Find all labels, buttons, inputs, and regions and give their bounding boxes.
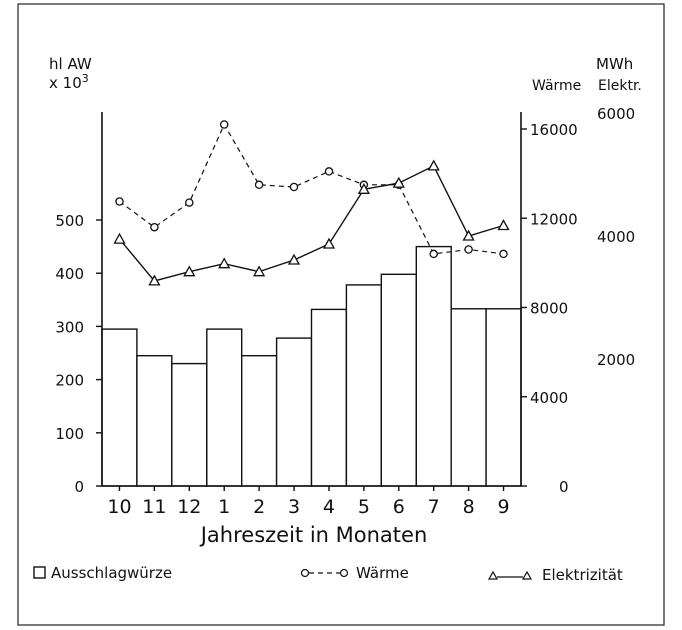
legend-bar-label: Ausschlagwürze xyxy=(51,564,172,582)
waerme-point-10 xyxy=(115,197,124,206)
elektr-point-11 xyxy=(148,274,161,286)
bar-7 xyxy=(415,245,452,487)
x-tick-label-7: 7 xyxy=(428,496,440,518)
waerme-tick-label-12000: 12000 xyxy=(530,210,578,228)
x-tick-label-6: 6 xyxy=(393,496,405,518)
bar-6 xyxy=(380,273,417,487)
legend-elektr-marker-left xyxy=(487,570,499,580)
bar-1 xyxy=(206,328,243,487)
waerme-point-3 xyxy=(289,182,299,192)
bar-3 xyxy=(275,337,313,487)
elektr-point-3 xyxy=(287,253,301,265)
waerme-tick-label-4000: 4000 xyxy=(530,389,568,407)
waerme-line xyxy=(119,123,504,255)
elektr-point-2 xyxy=(252,265,266,277)
page-frame xyxy=(17,3,665,626)
bar-2 xyxy=(240,355,278,487)
left-tick-label-0: 0 xyxy=(74,478,84,496)
left-axis-label-line1: hl AW xyxy=(49,55,92,73)
bar-8 xyxy=(450,308,487,487)
x-tick-label-2: 2 xyxy=(253,496,265,518)
elektr-point-1 xyxy=(218,257,231,269)
legend-elektr-marker-right xyxy=(521,570,533,580)
legend-bar-marker xyxy=(33,566,46,579)
elektr-point-7 xyxy=(427,159,440,171)
bar-4 xyxy=(310,308,348,487)
axes-layer: 0100200300400500400080001200016000020004… xyxy=(55,105,635,518)
left-tick-label-200: 200 xyxy=(55,372,84,390)
left-tick-label-100: 100 xyxy=(55,425,84,443)
x-tick-label-10: 10 xyxy=(107,496,131,518)
legend-elektr-label: Elektrizität xyxy=(542,566,623,584)
legend-waerme-marker-left xyxy=(300,568,310,578)
left-tick-label-500: 500 xyxy=(55,212,84,230)
left-axis-label-exp: 3 xyxy=(82,72,89,85)
bars-layer xyxy=(101,245,522,487)
waerme-point-2 xyxy=(254,180,264,190)
right-axis-waerme-label: Wärme xyxy=(532,78,581,94)
left-tick-label-400: 400 xyxy=(55,265,84,283)
bar-11 xyxy=(136,355,173,487)
waerme-point-4 xyxy=(324,167,334,176)
left-tick-label-300: 300 xyxy=(55,318,84,336)
x-axis-label: Jahreszeit in Monaten xyxy=(199,523,428,547)
bar-5 xyxy=(345,284,382,487)
waerme-tick-label-8000: 8000 xyxy=(530,300,568,318)
waerme-point-12 xyxy=(185,198,194,207)
legend: Ausschlagwürze Wärme Elektrizität xyxy=(33,564,623,584)
bar-10 xyxy=(101,328,138,487)
waerme-point-1 xyxy=(219,120,229,129)
elektr-point-10 xyxy=(113,232,126,244)
elektr-point-12 xyxy=(183,265,196,277)
x-tick-label-3: 3 xyxy=(288,496,300,518)
x-tick-label-8: 8 xyxy=(463,496,475,518)
x-tick-label-4: 4 xyxy=(323,496,335,518)
elektr-point-9 xyxy=(497,219,510,231)
x-tick-label-1: 1 xyxy=(218,496,230,518)
elektr-tick-label-4000: 4000 xyxy=(597,228,635,246)
elektr-tick-label-6000: 6000 xyxy=(597,105,635,123)
elektr-point-5 xyxy=(357,182,371,194)
elektr-point-8 xyxy=(462,229,475,241)
elektr-point-6 xyxy=(392,176,405,188)
left-axis-label-line2: x 103 xyxy=(49,72,89,92)
waerme-point-9 xyxy=(499,249,508,259)
x-tick-label-5: 5 xyxy=(358,496,370,518)
waerme-tick-label-0: 0 xyxy=(559,478,569,496)
right-axis-elektr-label: Elektr. xyxy=(598,78,642,94)
bar-12 xyxy=(171,362,208,487)
left-axis-label-base: x 10 xyxy=(49,74,82,92)
waerme-point-7 xyxy=(429,249,438,259)
legend-waerme-label: Wärme xyxy=(356,564,409,582)
waerme-point-8 xyxy=(464,245,473,254)
waerme-point-11 xyxy=(150,222,159,232)
waerme-tick-label-16000: 16000 xyxy=(530,121,578,139)
lines-layer xyxy=(113,120,510,286)
x-tick-label-9: 9 xyxy=(497,496,509,518)
elektr-line xyxy=(118,164,504,282)
elektr-point-4 xyxy=(322,237,336,249)
x-tick-label-12: 12 xyxy=(177,496,201,518)
x-tick-label-11: 11 xyxy=(142,496,166,518)
legend-waerme-marker-right xyxy=(339,568,349,578)
elektr-tick-label-2000: 2000 xyxy=(597,351,635,369)
bar-9 xyxy=(485,308,522,487)
right-axis-unit: MWh xyxy=(596,55,633,73)
